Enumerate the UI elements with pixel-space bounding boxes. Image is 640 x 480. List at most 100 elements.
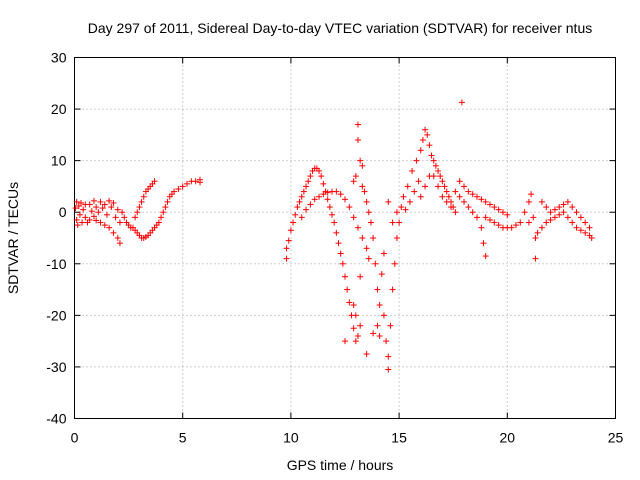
data-point-marker — [504, 211, 511, 218]
x-tick-label: 15 — [391, 430, 407, 446]
data-point-marker — [116, 219, 123, 226]
data-point-marker — [413, 157, 420, 164]
data-point-marker — [337, 191, 344, 198]
data-point-marker — [354, 224, 361, 231]
data-point-marker — [132, 214, 139, 221]
data-point-marker — [171, 188, 178, 195]
data-point-marker — [521, 209, 528, 216]
data-point-marker — [573, 224, 580, 231]
data-point-marker — [90, 213, 97, 220]
data-point-marker — [350, 325, 357, 332]
data-point-marker — [547, 216, 554, 223]
data-point-marker — [134, 209, 141, 216]
data-point-marker — [391, 260, 398, 267]
y-tick-label: 30 — [51, 50, 67, 66]
data-point-marker — [339, 260, 346, 267]
data-point-marker — [344, 286, 351, 293]
chart-title: Day 297 of 2011, Sidereal Day-to-day VTE… — [88, 20, 592, 36]
data-point-marker — [532, 235, 539, 241]
data-point-marker — [448, 204, 455, 211]
data-point-marker — [499, 209, 506, 216]
data-point-marker — [491, 219, 498, 226]
data-point-marker — [385, 353, 392, 360]
data-point-marker — [532, 255, 539, 262]
data-point-marker — [491, 204, 498, 211]
data-point-marker — [432, 162, 439, 169]
data-point-marker — [365, 255, 372, 262]
data-point-marker — [298, 193, 305, 200]
data-point-marker — [79, 219, 86, 226]
data-point-marker — [324, 196, 331, 203]
data-point-marker — [110, 229, 117, 236]
data-point-marker — [316, 167, 323, 174]
data-point-marker — [184, 180, 191, 187]
data-point-marker — [508, 224, 515, 231]
data-point-marker — [569, 219, 576, 226]
data-point-marker — [77, 199, 84, 206]
data-point-marker — [106, 197, 113, 204]
data-point-marker — [350, 178, 357, 185]
data-point-marker — [465, 204, 472, 211]
data-point-marker — [486, 201, 493, 208]
data-point-marker — [76, 211, 83, 218]
data-point-marker — [530, 214, 537, 221]
data-point-marker — [573, 209, 580, 216]
y-axis-label: SDTVAR / TECUs — [5, 182, 21, 294]
data-point-marker — [387, 322, 394, 329]
data-point-marker — [192, 178, 199, 185]
data-point-marker — [411, 188, 418, 195]
data-point-marker — [300, 188, 307, 195]
data-point-marker — [320, 180, 327, 187]
data-point-marker — [140, 193, 147, 200]
data-point-marker — [354, 121, 361, 128]
data-point-marker — [296, 198, 303, 205]
data-point-marker — [389, 219, 396, 226]
data-point-marker — [417, 147, 424, 154]
data-point-marker — [361, 188, 368, 195]
data-point-marker — [158, 214, 165, 221]
data-point-marker — [456, 178, 463, 185]
data-point-marker — [393, 235, 400, 241]
data-point-marker — [116, 240, 123, 247]
data-point-marker — [151, 178, 158, 185]
data-point-marker — [378, 271, 385, 278]
data-point-marker — [435, 183, 442, 190]
data-point-marker — [445, 193, 452, 200]
data-point-marker — [352, 173, 359, 180]
data-point-marker — [290, 219, 297, 226]
data-point-marker — [478, 224, 485, 231]
data-point-marker — [424, 131, 431, 138]
data-point-marker — [307, 201, 314, 208]
data-point-marker — [175, 186, 182, 193]
data-point-marker — [305, 178, 312, 185]
data-point-marker — [370, 235, 377, 241]
data-point-marker — [417, 193, 424, 200]
data-point-marker — [101, 222, 108, 229]
x-tick-label: 10 — [283, 430, 299, 446]
data-point-marker — [402, 206, 409, 213]
data-point-marker — [320, 191, 327, 198]
data-point-marker — [298, 214, 305, 221]
data-point-marker — [525, 198, 532, 205]
data-point-marker — [422, 126, 429, 133]
data-point-marker — [346, 299, 353, 306]
data-point-marker — [385, 366, 392, 373]
axis-tick-labels: 0 5 10 15 20 25 -40 -30 -20 -10 0 10 20 30 — [46, 50, 623, 446]
data-point-marker — [307, 173, 314, 180]
data-point-marker — [292, 211, 299, 218]
data-point-marker — [380, 312, 387, 319]
data-point-marker — [138, 198, 145, 205]
data-point-marker — [359, 162, 366, 169]
data-point-marker — [101, 201, 108, 208]
data-point-marker — [435, 167, 442, 174]
data-point-marker — [452, 188, 459, 195]
data-point-marker — [551, 214, 558, 221]
data-point-marker — [80, 206, 87, 213]
data-point-marker — [333, 229, 340, 236]
data-point-marker — [443, 198, 450, 205]
data-point-marker — [404, 183, 411, 190]
data-point-marker — [354, 332, 361, 339]
data-point-marker — [114, 206, 121, 213]
data-point-marker — [458, 99, 465, 106]
data-point-marker — [398, 204, 405, 211]
